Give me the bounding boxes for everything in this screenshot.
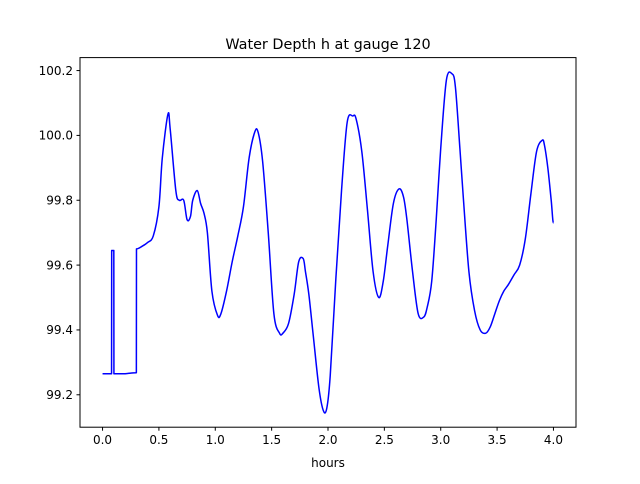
y-tick-label: 99.2 <box>46 388 73 402</box>
x-tick-label: 1.0 <box>206 433 225 447</box>
axes-frame <box>79 57 577 428</box>
x-tick-label: 3.0 <box>431 433 450 447</box>
y-tick-label: 100.0 <box>39 129 73 143</box>
x-tick-label: 3.5 <box>488 433 507 447</box>
y-tick-label: 99.8 <box>46 194 73 208</box>
y-tick-label: 99.4 <box>46 323 73 337</box>
x-tick-label: 1.5 <box>262 433 281 447</box>
y-tick-label: 99.6 <box>46 258 73 272</box>
x-tick-label: 2.0 <box>318 433 337 447</box>
x-tick-label: 0.0 <box>93 433 112 447</box>
x-axis-label: hours <box>311 456 345 470</box>
x-axis: 0.0 0.5 1.0 1.5 2.0 2.5 3.0 3.5 4.0 <box>93 427 563 447</box>
plot-area <box>102 71 555 414</box>
x-tick-label: 2.5 <box>375 433 394 447</box>
series-line <box>102 71 555 414</box>
y-tick-label: 100.2 <box>39 64 73 78</box>
chart-title: Water Depth h at gauge 120 <box>225 37 430 53</box>
x-tick-label: 4.0 <box>544 433 563 447</box>
x-tick-label: 0.5 <box>149 433 168 447</box>
y-axis: 99.2 99.4 99.6 99.8 100.0 100.2 <box>39 64 80 402</box>
